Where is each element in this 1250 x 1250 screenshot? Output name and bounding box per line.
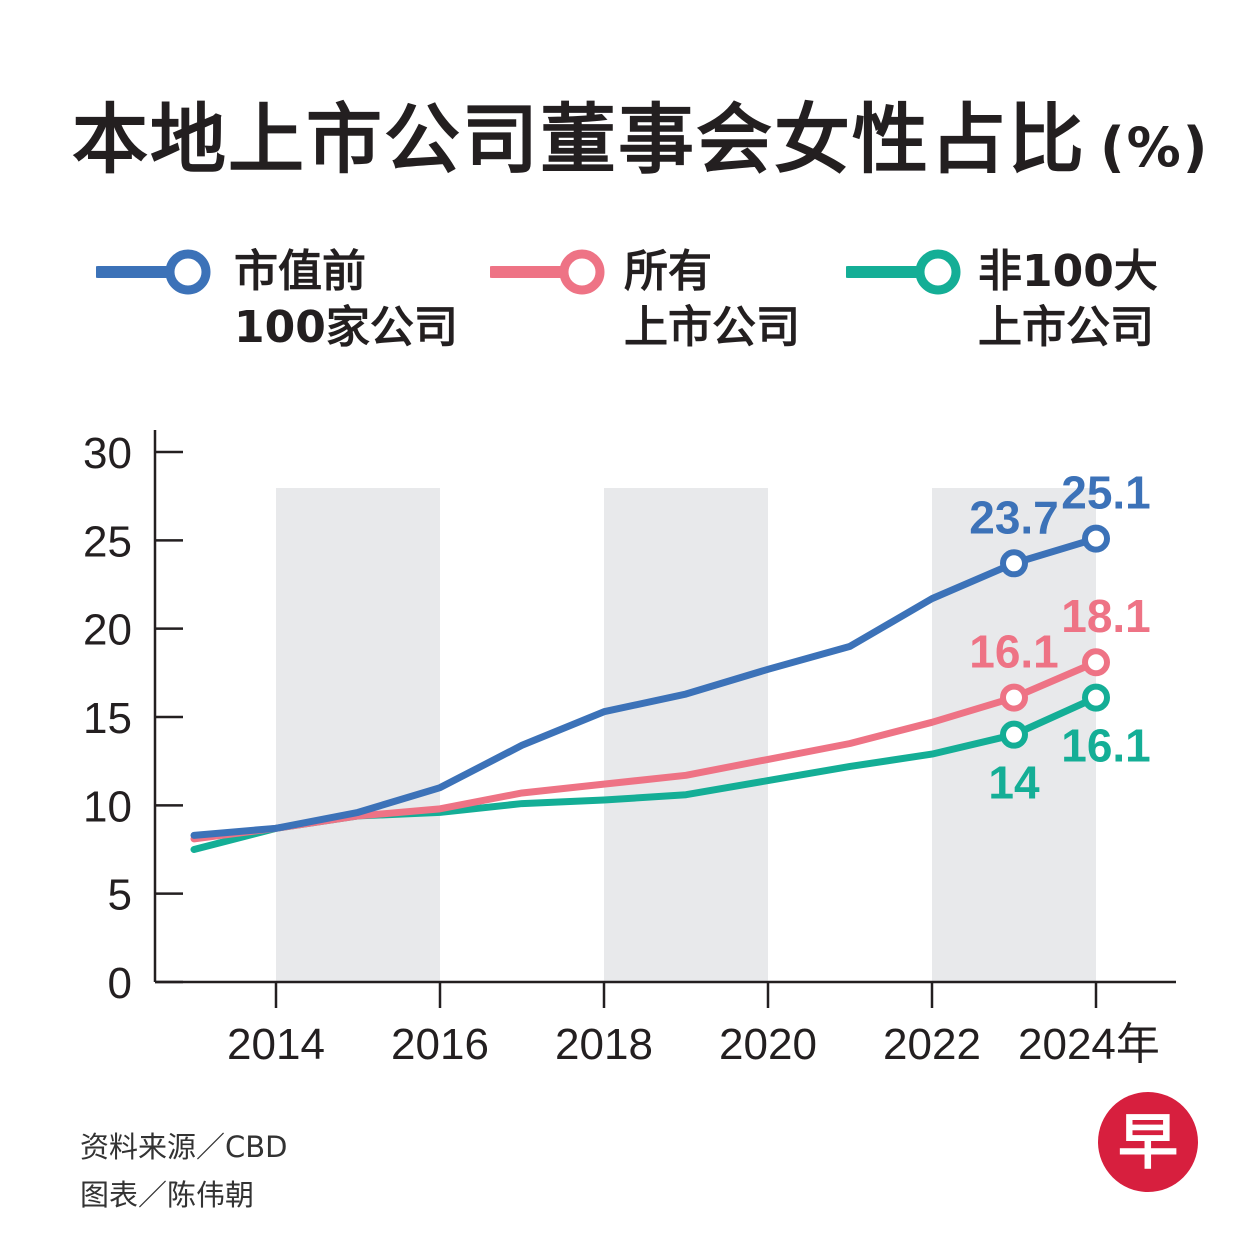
series-line-0 xyxy=(190,535,1100,839)
x-tick-label-2018: 2018 xyxy=(555,1020,653,1069)
legend-marker-all xyxy=(490,249,605,295)
y-tick-label-15: 15 xyxy=(83,694,132,743)
shaded-band-1 xyxy=(604,488,768,982)
x-tick-label-2022: 2022 xyxy=(883,1020,981,1069)
x-tick-label-2016: 2016 xyxy=(391,1020,489,1069)
data-label-0-2024: 25.1 xyxy=(1061,467,1151,519)
point-marker-2-2023 xyxy=(1000,720,1028,749)
y-tick-label-5: 5 xyxy=(108,871,132,920)
legend-label-all-line2: 上市公司 xyxy=(624,302,800,353)
legend-label-top100-line1: 市值前 xyxy=(234,246,366,297)
chart-title: 本地上市公司董事会女性占比 (%) xyxy=(72,95,1210,184)
y-tick-label-10: 10 xyxy=(83,782,132,831)
x-tick-label-2014: 2014 xyxy=(227,1020,325,1069)
data-label-1-2024: 18.1 xyxy=(1061,590,1151,642)
legend-marker-top100 xyxy=(96,249,211,295)
point-marker-1-2023 xyxy=(1000,683,1028,712)
x-tick-label-2020: 2020 xyxy=(719,1020,817,1069)
logo-char: 早 xyxy=(1118,1108,1178,1178)
y-tick-label-0: 0 xyxy=(108,959,132,1008)
y-tick-label-30: 30 xyxy=(83,429,132,478)
legend-label-non100-line1: 非100大 xyxy=(978,246,1158,297)
point-marker-2-2024 xyxy=(1082,683,1110,712)
shaded-band-0 xyxy=(276,488,440,982)
zaobao-logo: 早 xyxy=(1098,1092,1198,1192)
data-label-2-2024: 16.1 xyxy=(1061,720,1151,772)
source-note: 资料来源／CBD xyxy=(80,1130,288,1164)
legend-label-all-line1: 所有 xyxy=(624,246,712,297)
legend-marker-non100 xyxy=(846,249,961,295)
x-tick-label-2024: 2024年 xyxy=(1018,1020,1160,1069)
credit-note: 图表／陈伟朝 xyxy=(80,1178,255,1212)
title-unit: (%) xyxy=(1100,116,1210,179)
data-label-2-2023: 14 xyxy=(988,757,1040,809)
data-label-0-2023: 23.7 xyxy=(969,491,1059,543)
line-chart: 0 5 10 15 20 25 30 2014 2016 2018 2020 2022 2024年 23.… xyxy=(83,429,1176,1069)
point-marker-1-2024 xyxy=(1082,648,1110,677)
point-marker-0-2024 xyxy=(1082,524,1110,553)
y-tick-label-20: 20 xyxy=(83,606,132,655)
point-marker-0-2023 xyxy=(1000,549,1028,578)
y-tick-label-25: 25 xyxy=(83,517,132,566)
legend-label-top100-line2: 100家公司 xyxy=(234,302,458,353)
data-label-1-2023: 16.1 xyxy=(969,626,1059,678)
legend-label-non100-line2: 上市公司 xyxy=(978,302,1154,353)
